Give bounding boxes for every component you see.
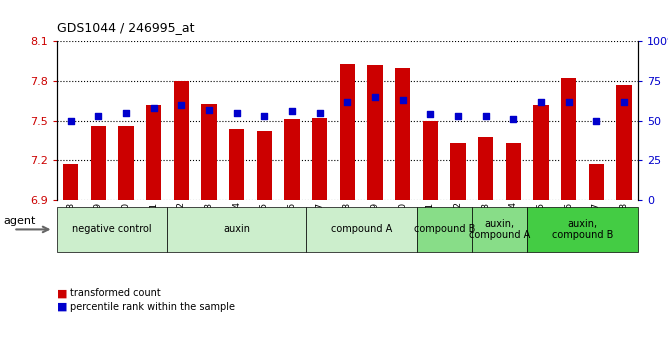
Bar: [118, 126, 134, 200]
Text: ■: ■: [57, 302, 67, 312]
Point: [315, 110, 325, 116]
Point: [619, 99, 629, 105]
Point: [536, 99, 546, 105]
Point: [259, 113, 270, 119]
Bar: [561, 78, 576, 200]
Point: [204, 107, 214, 112]
Point: [591, 118, 602, 124]
Point: [508, 116, 519, 122]
Point: [65, 118, 76, 124]
Bar: [312, 118, 327, 200]
Point: [121, 110, 132, 116]
Point: [93, 113, 104, 119]
Bar: [285, 119, 300, 200]
Bar: [63, 165, 78, 200]
Text: ■: ■: [57, 288, 67, 298]
Bar: [146, 105, 161, 200]
Bar: [91, 126, 106, 200]
Bar: [340, 64, 355, 200]
Text: compound B: compound B: [413, 225, 475, 234]
Point: [563, 99, 574, 105]
Bar: [589, 165, 604, 200]
Bar: [617, 85, 632, 200]
Point: [231, 110, 242, 116]
Point: [453, 113, 464, 119]
Point: [148, 105, 159, 111]
Text: auxin,
compound B: auxin, compound B: [552, 219, 613, 240]
Text: transformed count: transformed count: [70, 288, 161, 298]
Text: auxin: auxin: [223, 225, 250, 234]
Bar: [478, 137, 494, 200]
Point: [342, 99, 353, 105]
Bar: [367, 65, 383, 200]
Bar: [506, 143, 521, 200]
Bar: [229, 129, 244, 200]
Point: [369, 94, 380, 100]
Point: [425, 112, 436, 117]
Bar: [201, 104, 216, 200]
Bar: [450, 143, 466, 200]
Bar: [534, 105, 548, 200]
Bar: [257, 131, 272, 200]
Text: agent: agent: [3, 216, 35, 226]
Point: [176, 102, 186, 108]
Text: GDS1044 / 246995_at: GDS1044 / 246995_at: [57, 21, 194, 34]
Text: auxin,
compound A: auxin, compound A: [469, 219, 530, 240]
Text: compound A: compound A: [331, 225, 392, 234]
Point: [397, 97, 408, 103]
Bar: [395, 68, 410, 200]
Point: [480, 113, 491, 119]
Text: negative control: negative control: [72, 225, 152, 234]
Bar: [423, 121, 438, 200]
Bar: [174, 81, 189, 200]
Text: percentile rank within the sample: percentile rank within the sample: [70, 302, 235, 312]
Point: [287, 108, 297, 114]
